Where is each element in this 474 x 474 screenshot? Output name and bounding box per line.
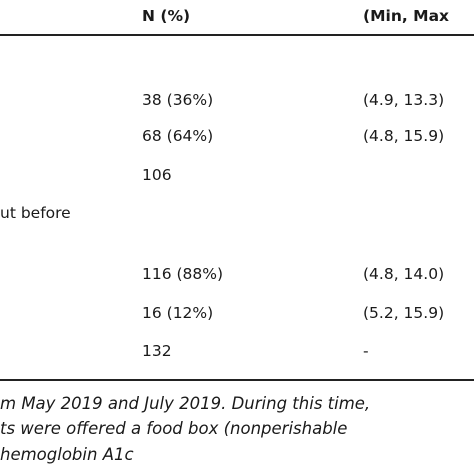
table-row-3-n: 106 <box>142 166 172 184</box>
table-row-2-n: 68 (64%) <box>142 127 214 145</box>
table-row-6-range: - <box>363 342 369 360</box>
table-row-6-n: 132 <box>142 342 172 360</box>
table-row-2-range: (4.8, 15.9) <box>363 127 445 145</box>
footnote-line-1: m May 2019 and July 2019. During this ti… <box>0 394 371 413</box>
table-row-1-range: (4.9, 13.3) <box>363 91 445 109</box>
table-row-4-range: (4.8, 14.0) <box>363 265 445 283</box>
header-min-max: (Min, Max <box>363 7 450 25</box>
footnote-line-3: hemoglobin A1c <box>0 445 134 464</box>
group-row-label: ut before <box>0 204 71 222</box>
header-n-percent: N (%) <box>142 7 191 25</box>
table-row-5-range: (5.2, 15.9) <box>363 304 445 322</box>
table-row-1-n: 38 (36%) <box>142 91 214 109</box>
table-row-4-n: 116 (88%) <box>142 265 224 283</box>
table-bottom-rule <box>0 379 474 381</box>
table-top-rule <box>0 34 474 36</box>
table-row-5-n: 16 (12%) <box>142 304 214 322</box>
footnote-line-2: ts were offered a food box (nonperishabl… <box>0 419 348 438</box>
